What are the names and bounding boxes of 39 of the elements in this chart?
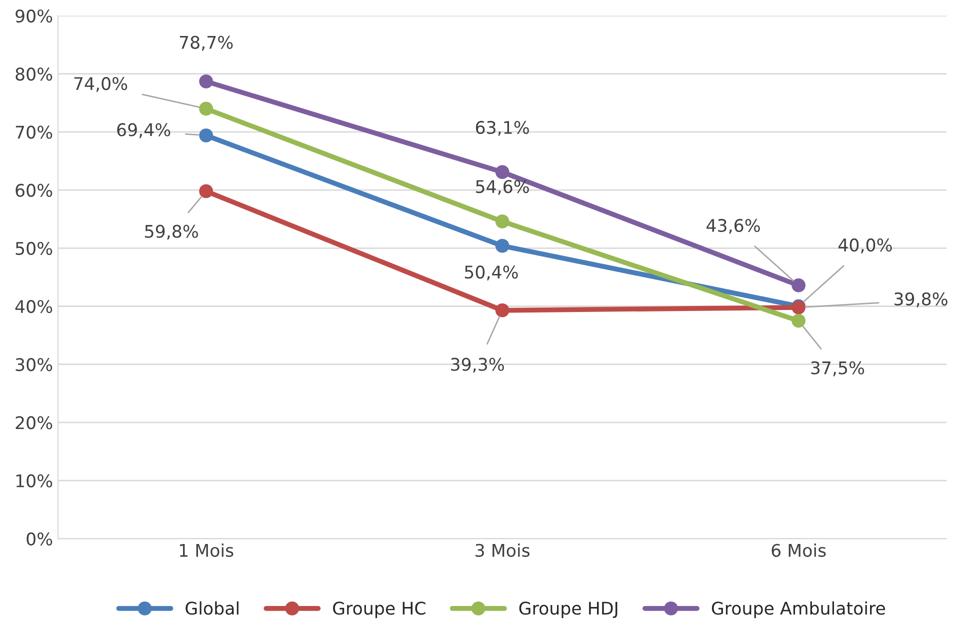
y-tick-label: 60% [16,184,52,197]
legend-label: Global [186,601,238,615]
legend-label: Groupe HDJ [519,602,618,618]
y-tick-label: 70% [16,126,52,139]
y-tick-label: 10% [16,474,52,488]
legend-label: Groupe HC [333,602,426,618]
y-tick-label: 90% [16,9,52,23]
data-label: 43,6% [706,218,760,234]
y-tick-label: 40% [15,300,52,314]
data-label: 39,8% [894,292,948,308]
point [495,165,510,179]
data-label: 69,4% [117,123,170,138]
point [495,214,510,228]
data-label: 74,0% [74,77,128,92]
legend-label: Groupe Ambulatoire [712,601,885,618]
data-label: 40,0% [838,238,892,254]
data-label: 78,7% [180,36,233,51]
point [199,184,214,198]
point [199,102,214,116]
y-tick-label: 0% [26,532,52,546]
y-tick-label: 20% [16,416,52,430]
y-tick-label: 50% [16,242,52,255]
y-tick-label: 30% [16,358,52,372]
point [495,303,510,318]
y-tick-label: 80% [16,68,52,81]
data-label: 54,6% [476,180,529,195]
x-tick-label: 1 Mois [180,544,234,557]
data-label: 63,1% [476,120,529,136]
data-label: 50,4% [464,266,518,280]
data-label: 39,3% [451,358,504,373]
point [792,278,806,292]
point [199,128,214,142]
x-tick-label: 3 Mois [476,544,530,557]
point [495,238,510,253]
x-tick-label: 6 Mois [772,544,826,557]
point [792,314,806,328]
data-label: 37,5% [811,361,864,376]
data-label: 59,8% [145,224,198,240]
point [199,74,214,88]
